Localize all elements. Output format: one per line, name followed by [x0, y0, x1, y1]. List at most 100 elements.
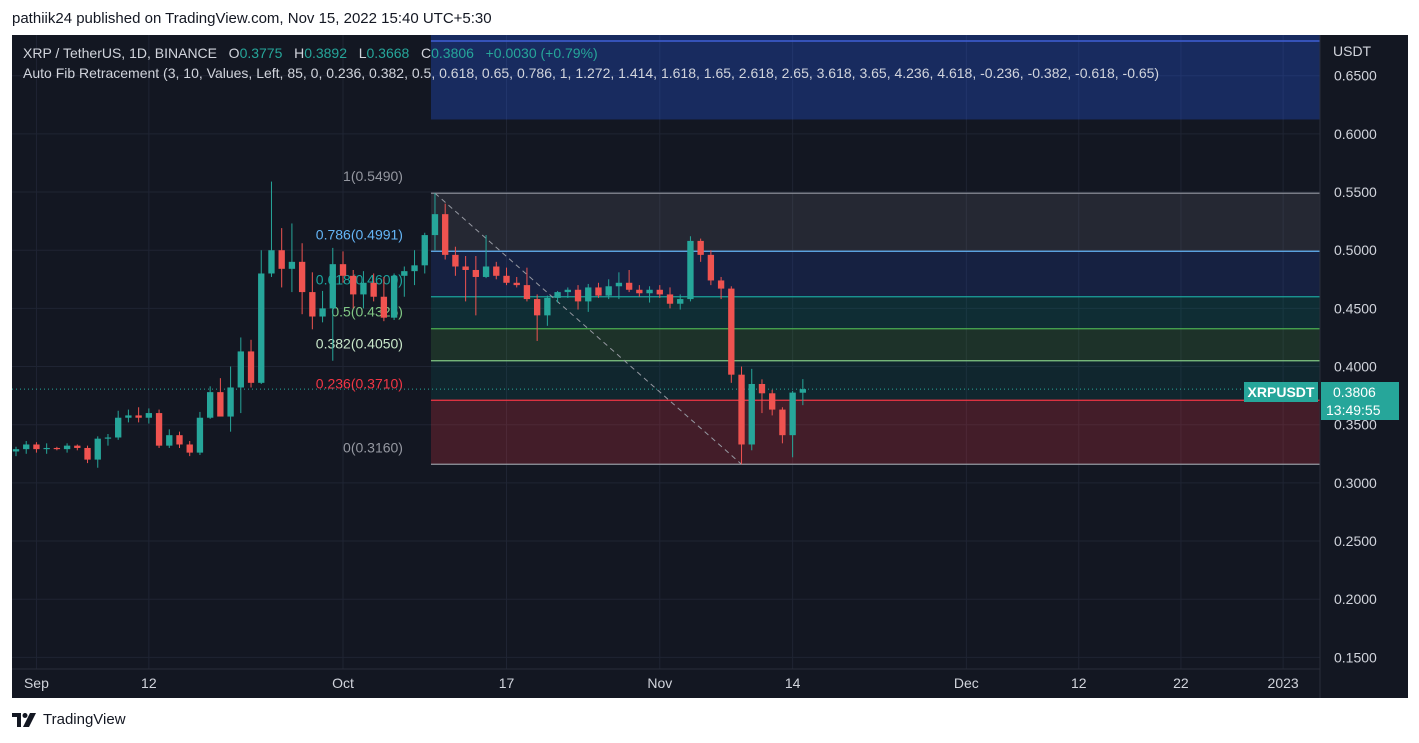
candle-body-up [554, 292, 561, 298]
candle-body-up [206, 392, 214, 418]
x-tick-label: Nov [647, 675, 672, 691]
x-tick-label: 17 [499, 675, 515, 691]
candle-body-up [677, 299, 684, 304]
candle-body-down [503, 275, 510, 283]
candle-body-up [421, 235, 428, 266]
candle-body-down [442, 214, 449, 255]
candle-body-up [237, 351, 244, 388]
candle-body-up [390, 275, 398, 318]
candle-body-down [595, 287, 602, 296]
x-tick-label: Oct [332, 675, 354, 691]
candle-body-up [12, 449, 20, 452]
x-tick-label: 2023 [1268, 675, 1299, 691]
candle-body-down [176, 435, 183, 445]
candle-body-down [217, 392, 224, 417]
candle-body-up [687, 240, 694, 300]
price-tag-bg [1321, 382, 1399, 420]
candle-body-up [258, 273, 265, 383]
candle-body-up [646, 289, 653, 294]
candle-body-up [605, 286, 612, 296]
footer-brand: TradingView [12, 711, 126, 728]
price-chart[interactable]: 1(0.5490)0.786(0.4991)0.618(0.4600)0.5(0… [12, 35, 1408, 698]
x-tick-label: 14 [785, 675, 801, 691]
x-tick-label: 22 [1173, 675, 1189, 691]
candle-body-up [43, 447, 50, 450]
symbol-tag-text: XRPUSDT [1248, 384, 1315, 400]
candle-body-up [145, 413, 153, 418]
y-tick-label: 0.2000 [1334, 591, 1377, 607]
candle-body-up [23, 444, 30, 450]
y-tick-label: 0.3500 [1334, 417, 1377, 433]
candle-body-down [309, 292, 316, 317]
fib-zone [430, 251, 1320, 297]
candle-body-up [482, 266, 490, 277]
candle-body-up [104, 437, 112, 439]
fib-level-label: 1(0.5490) [343, 168, 403, 184]
candle-body-up [125, 415, 132, 418]
symbol-ohlc-row: XRP / TetherUS, 1D, BINANCE O0.3775 H0.3… [23, 43, 1159, 63]
candle-body-down [758, 383, 766, 394]
candle-body-down [707, 254, 715, 281]
candle-body-up [360, 282, 367, 295]
symbol-name[interactable]: XRP / TetherUS, 1D, BINANCE [23, 45, 217, 61]
candle-body-down [533, 299, 541, 316]
footer-brand-text: TradingView [43, 711, 126, 728]
candle-body-down [339, 264, 347, 276]
x-tick-label: Sep [24, 675, 49, 691]
candle-body-down [574, 289, 582, 302]
candle-body-down [74, 445, 81, 448]
candle-body-up [63, 445, 71, 450]
candle-body-down [278, 250, 285, 269]
fib-zone-extension [430, 35, 1320, 120]
price-tag-group: XRPUSDT 0.3806 13:49:55 [1244, 382, 1399, 420]
low-value: 0.3668 [366, 45, 410, 61]
candle-body-up [115, 417, 122, 438]
candle-body-down [84, 447, 91, 460]
candle-body-down [625, 282, 633, 290]
indicator-legend[interactable]: Auto Fib Retracement (3, 10, Values, Lef… [23, 65, 1160, 81]
fib-zone [430, 328, 1320, 361]
open-value: 0.3775 [239, 45, 283, 61]
candle-body-up [431, 214, 439, 236]
candle-body-down [636, 289, 643, 294]
candle-body-up [789, 392, 796, 436]
candle-body-up [411, 265, 418, 272]
candle-body-down [656, 289, 663, 295]
candle-body-up [319, 308, 326, 317]
candle-body-down [779, 409, 786, 436]
candle-body-up [94, 438, 101, 460]
candle-body-up [799, 389, 807, 393]
candle-body-up [615, 282, 623, 287]
y-tick-label: 0.6000 [1334, 126, 1377, 142]
candle-body-up [564, 289, 571, 293]
fib-retracement[interactable]: 1(0.5490)0.786(0.4991)0.618(0.4600)0.5(0… [316, 35, 1320, 465]
x-tick-label: 12 [141, 675, 157, 691]
change-value: +0.0030 (+0.79%) [485, 45, 598, 61]
x-tick-label: 12 [1071, 675, 1087, 691]
fib-zone [430, 360, 1320, 401]
y-tick-label: 0.5000 [1334, 242, 1377, 258]
candle-body-up [585, 287, 592, 302]
candle-body-down [493, 266, 500, 276]
tradingview-logo-icon [12, 712, 36, 727]
fib-level-label: 0.618(0.4600) [316, 272, 403, 288]
fib-zone [430, 296, 1320, 329]
price-tag-value: 0.3806 [1333, 384, 1376, 400]
candle-body-up [748, 383, 755, 445]
chart-frame[interactable]: 1(0.5490) 0.786(0.4991) 0.618(0.4600) 0.5(0… [12, 35, 1408, 698]
fib-level-label: 0.786(0.4991) [316, 226, 403, 242]
candle-body-down [513, 282, 520, 286]
candle-body-down [523, 285, 531, 300]
candle-body-down [380, 296, 388, 318]
candle-body-down [769, 393, 776, 410]
y-tick-label: 0.4000 [1334, 359, 1377, 375]
publisher-line: pathiik24 published on TradingView.com, … [12, 10, 492, 27]
candle-body-down [717, 280, 725, 289]
y-tick-label: 0.5500 [1334, 184, 1377, 200]
candle-body-down [728, 288, 735, 375]
candle-body-up [329, 264, 336, 309]
candle-body-down [247, 351, 255, 383]
price-tag-countdown: 13:49:55 [1326, 402, 1381, 418]
candle-body-up [166, 435, 173, 446]
candle-body-down [155, 413, 163, 446]
